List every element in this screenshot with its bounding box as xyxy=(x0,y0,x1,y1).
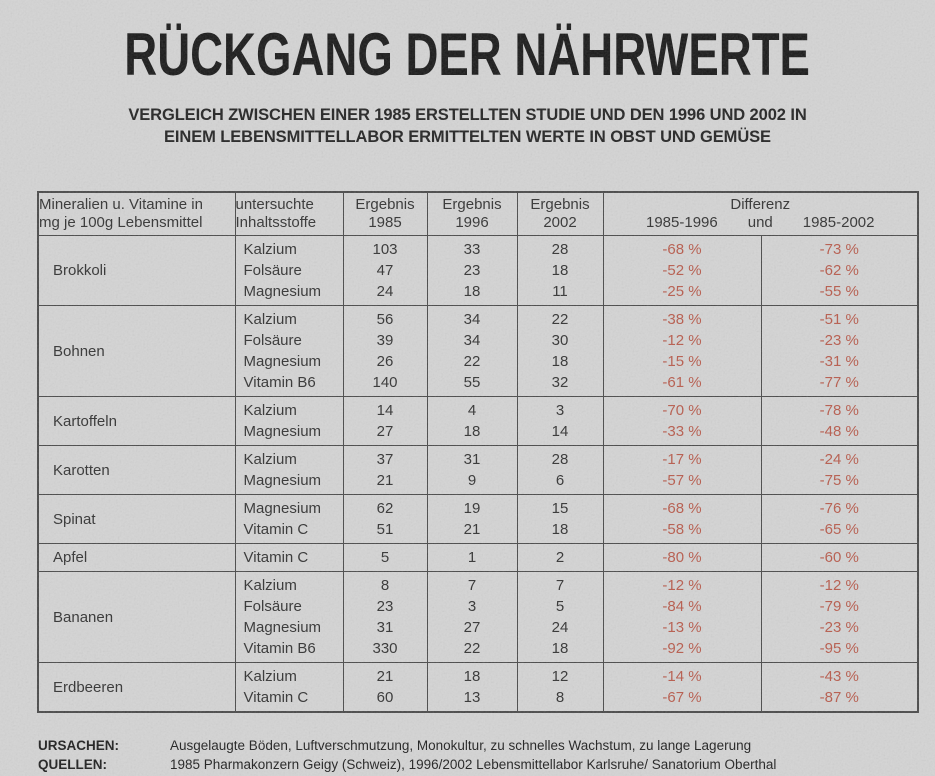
table-header: Mineralien u. Vitamine in mg je 100g Leb… xyxy=(37,191,919,236)
value-1996-cell: 18 13 xyxy=(426,662,518,713)
table-row: Spinat Magnesium Vitamin C 62 51 19 21 15 18 -68 … xyxy=(37,494,919,544)
table-row: Brokkoli Kalzium Folsäure Magnesium 103 47 24 3… xyxy=(37,235,919,306)
value-2002-cell: 28 18 11 xyxy=(516,235,604,306)
quellen-label: QUELLEN: xyxy=(38,757,107,772)
value-1996-cell: 4 18 xyxy=(426,396,518,446)
value-1985-cell: 8 23 31 330 xyxy=(342,571,428,663)
value-1985-cell: 56 39 26 140 xyxy=(342,305,428,397)
value-1985-cell: 14 27 xyxy=(342,396,428,446)
diff-1985-1996-cell: -80 % xyxy=(602,543,762,572)
value-2002-cell: 2 xyxy=(516,543,604,572)
subtitle-line-2: EINEM LEBENSMITTELLABOR ERMITTELTEN WERT… xyxy=(164,128,771,146)
value-1985-cell: 21 60 xyxy=(342,662,428,713)
ursachen-label: URSACHEN: xyxy=(38,738,119,753)
diff-1985-2002-cell: -73 % -62 % -55 % xyxy=(760,235,919,306)
header-differenz: Differenz 1985-1996 und 1985-2002 xyxy=(602,191,919,236)
value-2002-cell: 22 30 18 32 xyxy=(516,305,604,397)
quellen-text: 1985 Pharmakonzern Geigy (Schweiz), 1996… xyxy=(170,757,777,772)
nutrient-cell: Vitamin C xyxy=(234,543,344,572)
diff-1985-1996-cell: -70 % -33 % xyxy=(602,396,762,446)
table-row: Karotten Kalzium Magnesium 37 21 31 9 28 6 -17 % -… xyxy=(37,445,919,495)
food-cell: Brokkoli xyxy=(37,235,236,306)
nutrient-cell: Kalzium Folsäure Magnesium Vitamin B6 xyxy=(234,571,344,663)
food-cell: Bohnen xyxy=(37,305,236,397)
value-1996-cell: 34 34 22 55 xyxy=(426,305,518,397)
value-2002-cell: 3 14 xyxy=(516,396,604,446)
footer: URSACHEN: Ausgelaugte Böden, Luftverschm… xyxy=(38,736,898,774)
food-cell: Bananen xyxy=(37,571,236,663)
diff-1985-2002-cell: -24 % -75 % xyxy=(760,445,919,495)
header-diff-conjunction: und xyxy=(747,214,773,231)
nutrient-cell: Magnesium Vitamin C xyxy=(234,494,344,544)
diff-1985-1996-cell: -14 % -67 % xyxy=(602,662,762,713)
footer-row-quellen: QUELLEN: 1985 Pharmakonzern Geigy (Schwe… xyxy=(38,755,898,774)
nutrient-cell: Kalzium Magnesium xyxy=(234,445,344,495)
diff-1985-2002-cell: -43 % -87 % xyxy=(760,662,919,713)
value-1985-cell: 103 47 24 xyxy=(342,235,428,306)
nutrient-cell: Kalzium Vitamin C xyxy=(234,662,344,713)
diff-1985-2002-cell: -51 % -23 % -31 % -77 % xyxy=(760,305,919,397)
header-diff-range-2: 1985-2002 xyxy=(802,214,875,231)
header-diff-range-1: 1985-1996 xyxy=(646,214,718,231)
food-cell: Kartoffeln xyxy=(37,396,236,446)
value-1996-cell: 33 23 18 xyxy=(426,235,518,306)
diff-1985-1996-cell: -38 % -12 % -15 % -61 % xyxy=(602,305,762,397)
table-body: Brokkoli Kalzium Folsäure Magnesium 103 47 24 3… xyxy=(37,235,919,713)
diff-1985-2002-cell: -60 % xyxy=(760,543,919,572)
nutrient-cell: Kalzium Folsäure Magnesium Vitamin B6 xyxy=(234,305,344,397)
header-result-1985: Ergebnis 1985 xyxy=(342,191,428,236)
value-1996-cell: 7 3 27 22 xyxy=(426,571,518,663)
value-1985-cell: 5 xyxy=(342,543,428,572)
value-2002-cell: 15 18 xyxy=(516,494,604,544)
value-1996-cell: 1 xyxy=(426,543,518,572)
value-2002-cell: 28 6 xyxy=(516,445,604,495)
diff-1985-2002-cell: -12 % -79 % -23 % -95 % xyxy=(760,571,919,663)
diff-1985-2002-cell: -78 % -48 % xyxy=(760,396,919,446)
value-1996-cell: 31 9 xyxy=(426,445,518,495)
value-2002-cell: 7 5 24 18 xyxy=(516,571,604,663)
diff-1985-1996-cell: -68 % -58 % xyxy=(602,494,762,544)
value-1985-cell: 37 21 xyxy=(342,445,428,495)
header-food-column: Mineralien u. Vitamine in mg je 100g Leb… xyxy=(37,191,236,236)
header-nutrient-column: untersuchte Inhaltsstoffe xyxy=(234,191,344,236)
nutrient-table: Mineralien u. Vitamine in mg je 100g Leb… xyxy=(37,191,919,713)
value-2002-cell: 12 8 xyxy=(516,662,604,713)
ursachen-text: Ausgelaugte Böden, Luftverschmutzung, Mo… xyxy=(170,738,752,753)
footer-row-ursachen: URSACHEN: Ausgelaugte Böden, Luftverschm… xyxy=(38,736,898,755)
page-subtitle: VERGLEICH ZWISCHEN EINER 1985 ERSTELLTEN… xyxy=(0,104,935,148)
table-row: Apfel Vitamin C 5 1 2 -80 % -60 % xyxy=(37,543,919,572)
value-1996-cell: 19 21 xyxy=(426,494,518,544)
value-1985-cell: 62 51 xyxy=(342,494,428,544)
nutrient-cell: Kalzium Folsäure Magnesium xyxy=(234,235,344,306)
diff-1985-1996-cell: -17 % -57 % xyxy=(602,445,762,495)
food-cell: Karotten xyxy=(37,445,236,495)
header-result-2002: Ergebnis 2002 xyxy=(516,191,604,236)
diff-1985-1996-cell: -12 % -84 % -13 % -92 % xyxy=(602,571,762,663)
title-text: RÜCKGANG DER NÄHRWERTE xyxy=(124,21,811,88)
header-result-1996: Ergebnis 1996 xyxy=(426,191,518,236)
nutrient-cell: Kalzium Magnesium xyxy=(234,396,344,446)
food-cell: Spinat xyxy=(37,494,236,544)
page-title: RÜCKGANG DER NÄHRWERTE xyxy=(0,20,935,89)
food-cell: Erdbeeren xyxy=(37,662,236,713)
table-row: Bananen Kalzium Folsäure Magnesium Vitamin B… xyxy=(37,571,919,663)
diff-1985-2002-cell: -76 % -65 % xyxy=(760,494,919,544)
table-row: Kartoffeln Kalzium Magnesium 14 27 4 18 3 14 -70 … xyxy=(37,396,919,446)
table-row: Bohnen Kalzium Folsäure Magnesium Vitamin B6… xyxy=(37,305,919,397)
diff-1985-1996-cell: -68 % -52 % -25 % xyxy=(602,235,762,306)
food-cell: Apfel xyxy=(37,543,236,572)
subtitle-line-1: VERGLEICH ZWISCHEN EINER 1985 ERSTELLTEN… xyxy=(128,106,807,124)
table-row: Erdbeeren Kalzium Vitamin C 21 60 18 13 12 8 -14 … xyxy=(37,662,919,713)
